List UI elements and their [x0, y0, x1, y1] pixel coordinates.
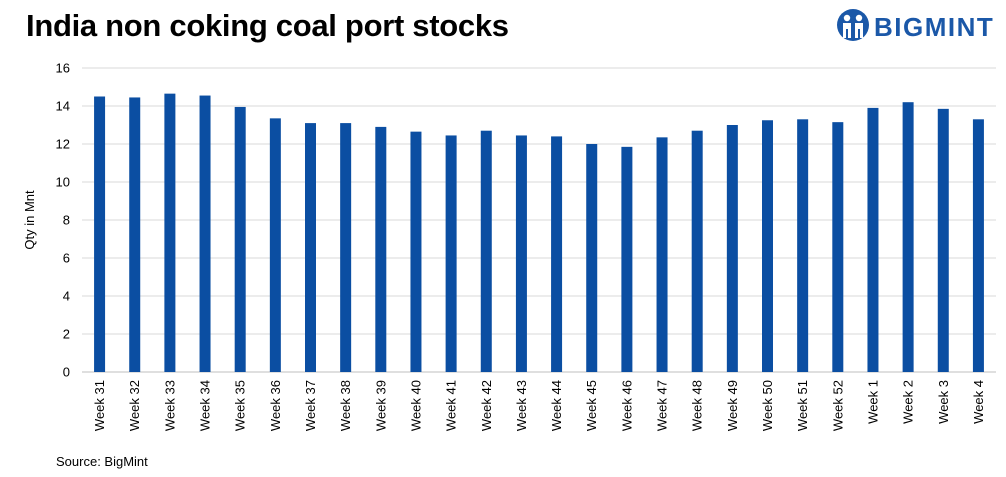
x-axis-ticks: Week 31 Week 32 Week 33 Week 34 Week 35 Week … [92, 380, 986, 431]
bigmint-logo-icon [837, 9, 869, 41]
source-note: Source: BigMint [56, 454, 148, 469]
x-tick-label: Week 2 [901, 380, 916, 424]
y-tick-label: 10 [56, 175, 70, 190]
bigmint-logo-text: BIGMINT [874, 12, 995, 42]
y-tick-label: 14 [56, 99, 70, 114]
y-axis-label: Qty in Mnt [22, 190, 37, 250]
y-tick-label: 2 [63, 327, 70, 342]
bar [762, 120, 773, 372]
x-tick-label: Week 45 [584, 380, 599, 431]
x-tick-label: Week 34 [198, 380, 213, 431]
bar [305, 123, 316, 372]
bar [691, 130, 703, 372]
x-tick-label: Week 46 [619, 380, 634, 431]
bar [375, 126, 387, 373]
x-tick-label: Week 43 [514, 380, 529, 431]
x-tick-label: Week 40 [408, 380, 423, 431]
bar [902, 102, 914, 372]
bar [129, 97, 141, 372]
chart-title: India non coking coal port stocks [26, 8, 509, 43]
bar [726, 125, 738, 372]
x-tick-label: Week 41 [444, 380, 459, 431]
bar [551, 136, 563, 372]
bar [164, 93, 176, 373]
bar [445, 135, 457, 372]
x-tick-label: Week 50 [760, 380, 775, 431]
bar [937, 108, 949, 372]
x-tick-label: Week 52 [830, 380, 845, 431]
x-tick-label: Week 38 [338, 380, 353, 431]
y-axis-ticks: 0 2 4 6 8 10 12 14 16 [56, 61, 70, 380]
x-tick-label: Week 36 [268, 380, 283, 431]
x-tick-label: Week 1 [865, 380, 880, 424]
x-tick-label: Week 35 [233, 380, 248, 431]
bar [340, 123, 352, 372]
bar [972, 119, 984, 372]
x-tick-label: Week 47 [655, 380, 670, 431]
bar [832, 122, 844, 373]
x-tick-label: Week 3 [936, 380, 951, 424]
x-tick-label: Week 32 [127, 380, 142, 431]
bar [621, 146, 633, 372]
x-tick-label: Week 31 [92, 380, 107, 431]
bar [867, 107, 879, 373]
y-tick-label: 16 [56, 61, 70, 76]
bar [199, 95, 211, 373]
bigmint-logo: BIGMINT [836, 8, 996, 42]
x-tick-label: Week 51 [795, 380, 810, 431]
bar [797, 119, 809, 372]
bar [480, 130, 492, 372]
x-tick-label: Week 4 [971, 380, 986, 424]
x-tick-label: Week 44 [549, 380, 564, 431]
y-tick-label: 6 [63, 251, 70, 266]
bar [515, 135, 527, 372]
x-tick-label: Week 39 [373, 380, 388, 431]
x-tick-label: Week 33 [162, 380, 177, 431]
y-tick-label: 0 [63, 365, 70, 380]
x-tick-label: Week 49 [725, 380, 740, 431]
x-tick-label: Week 48 [690, 380, 705, 431]
x-tick-label: Week 42 [479, 380, 494, 431]
bar [269, 118, 281, 372]
bar [586, 144, 598, 372]
gridlines [82, 67, 996, 373]
bar [234, 106, 246, 372]
y-tick-label: 8 [63, 213, 70, 228]
bars [94, 93, 984, 373]
bar [410, 131, 422, 372]
y-tick-label: 4 [63, 289, 70, 304]
x-tick-label: Week 37 [303, 380, 318, 431]
bar [656, 137, 668, 372]
bar [94, 96, 106, 372]
y-tick-label: 12 [56, 137, 70, 152]
